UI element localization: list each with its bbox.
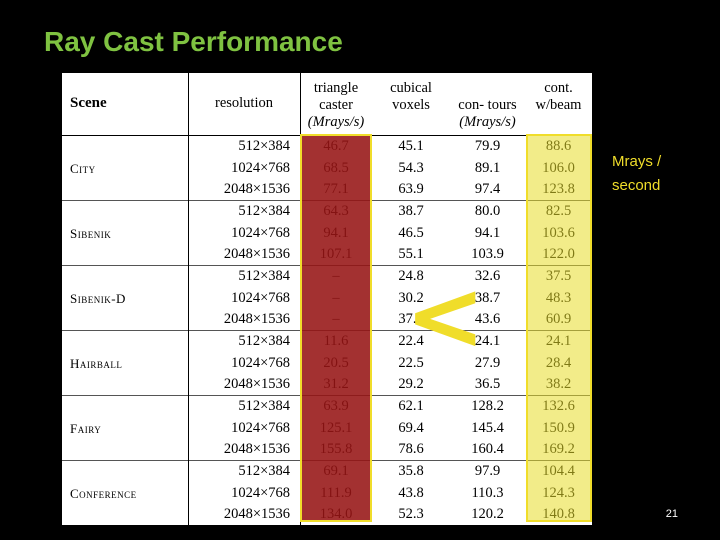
triangle-caster-highlight — [300, 134, 372, 522]
cubical-voxels-cell: 62.1 — [372, 395, 450, 418]
contours-cell: 160.4 — [471, 440, 504, 457]
header-triangle-caster: triangle caster (Mrays/s) — [300, 73, 372, 136]
header-cubical-voxels: cubical voxels — [372, 73, 450, 136]
contours-cell: 103.9 — [471, 245, 504, 262]
resolution-cell: 1024×768 — [231, 159, 290, 176]
table-header-row: Scene resolution triangle caster (Mrays/… — [62, 73, 592, 136]
cubical-voxels-cell: 55.1 — [398, 245, 424, 262]
header-triangle-caster-label: triangle caster — [313, 80, 359, 113]
scene-name: Hairball — [62, 330, 188, 396]
cubical-voxels-cell: 45.1 — [398, 138, 424, 155]
resolution-cell: 512×384 — [188, 200, 300, 223]
resolution-cell: 2048×1536 — [223, 440, 290, 457]
contours-cell: 145.4 — [471, 419, 504, 436]
cubical-voxels-cell: 35.8 — [372, 460, 450, 483]
resolution-cell: 1024×768 — [231, 289, 290, 306]
contours-cell: 36.5 — [474, 375, 501, 392]
resolution-cell: 512×384 — [238, 138, 290, 155]
resolution-cell: 512×384 — [188, 330, 300, 353]
header-resolution: resolution — [215, 94, 273, 111]
resolution-cell: 2048×1536 — [223, 375, 290, 392]
contours-cell: 120.2 — [471, 506, 504, 523]
cubical-voxels-cell: 43.8 — [398, 484, 424, 501]
contours-cell: 94.1 — [474, 224, 501, 241]
resolution-cell: 1024×768 — [231, 354, 290, 371]
cubical-voxels-cell: 24.8 — [372, 265, 450, 288]
header-contours-label: con- tours — [458, 97, 517, 113]
contours-cell: 80.0 — [450, 200, 525, 223]
cont-beam-highlight — [526, 134, 592, 522]
header-cont-beam: cont. w/beam — [525, 73, 592, 136]
scene-name: City — [70, 160, 96, 176]
cubical-voxels-cell: 38.7 — [372, 200, 450, 223]
header-contours-unit: (Mrays/s) — [459, 114, 516, 130]
contours-cell: 43.6 — [474, 310, 501, 327]
scene-name: Fairy — [62, 395, 188, 461]
cubical-voxels-cell: 29.2 — [398, 375, 424, 392]
resolution-cell: 2048×1536 — [223, 506, 290, 523]
header-triangle-unit: (Mrays/s) — [307, 114, 365, 130]
cubical-voxels-cell: 69.4 — [398, 419, 424, 436]
cubical-voxels-cell: 22.4 — [372, 330, 450, 353]
contours-cell: 24.1 — [450, 330, 525, 353]
cubical-voxels-cell: 30.2 — [398, 289, 424, 306]
contours-cell: 97.4 — [474, 180, 501, 197]
cubical-voxels-cell: 63.9 — [398, 180, 424, 197]
cubical-voxels-cell: 52.3 — [398, 506, 424, 523]
cubical-voxels-cell: 22.5 — [398, 354, 424, 371]
resolution-cell: 2048×1536 — [223, 245, 290, 262]
scene-name: Sibenik-D — [62, 265, 188, 331]
header-scene: Scene — [70, 94, 107, 111]
contours-cell: 128.2 — [450, 395, 525, 418]
header-cont-beam-label: cont. w/beam — [535, 80, 582, 113]
cubical-voxels-cell: 37.0 — [398, 310, 424, 327]
cubical-voxels-cell: 46.5 — [398, 224, 424, 241]
contours-cell: 32.6 — [450, 265, 525, 288]
resolution-cell: 512×384 — [188, 395, 300, 418]
cubical-voxels-cell: 54.3 — [398, 159, 424, 176]
resolution-cell: 2048×1536 — [223, 180, 290, 197]
resolution-cell: 1024×768 — [231, 419, 290, 436]
header-contours: con- tours (Mrays/s) — [450, 73, 525, 136]
cubical-voxels-cell: 78.6 — [398, 440, 424, 457]
resolution-cell: 512×384 — [188, 265, 300, 288]
page-number: 21 — [665, 508, 678, 520]
resolution-cell: 2048×1536 — [223, 310, 290, 327]
contours-cell: 97.9 — [450, 460, 525, 483]
resolution-cell: 1024×768 — [231, 224, 290, 241]
contours-cell: 89.1 — [474, 159, 501, 176]
slide-title: Ray Cast Performance — [44, 26, 343, 57]
unit-note: Mrays / second — [612, 153, 662, 194]
contours-cell: 79.9 — [474, 138, 501, 155]
scene-name: Sibenik — [62, 200, 188, 266]
header-cubical-voxels-label: cubical voxels — [390, 80, 432, 113]
contours-cell: 38.7 — [474, 289, 501, 306]
scene-name: Conference — [62, 460, 188, 526]
resolution-cell: 1024×768 — [231, 484, 290, 501]
contours-cell: 27.9 — [474, 354, 501, 371]
contours-cell: 110.3 — [471, 484, 504, 501]
column-divider — [188, 73, 189, 525]
less-than-symbol: < — [405, 260, 486, 372]
resolution-cell: 512×384 — [188, 460, 300, 483]
